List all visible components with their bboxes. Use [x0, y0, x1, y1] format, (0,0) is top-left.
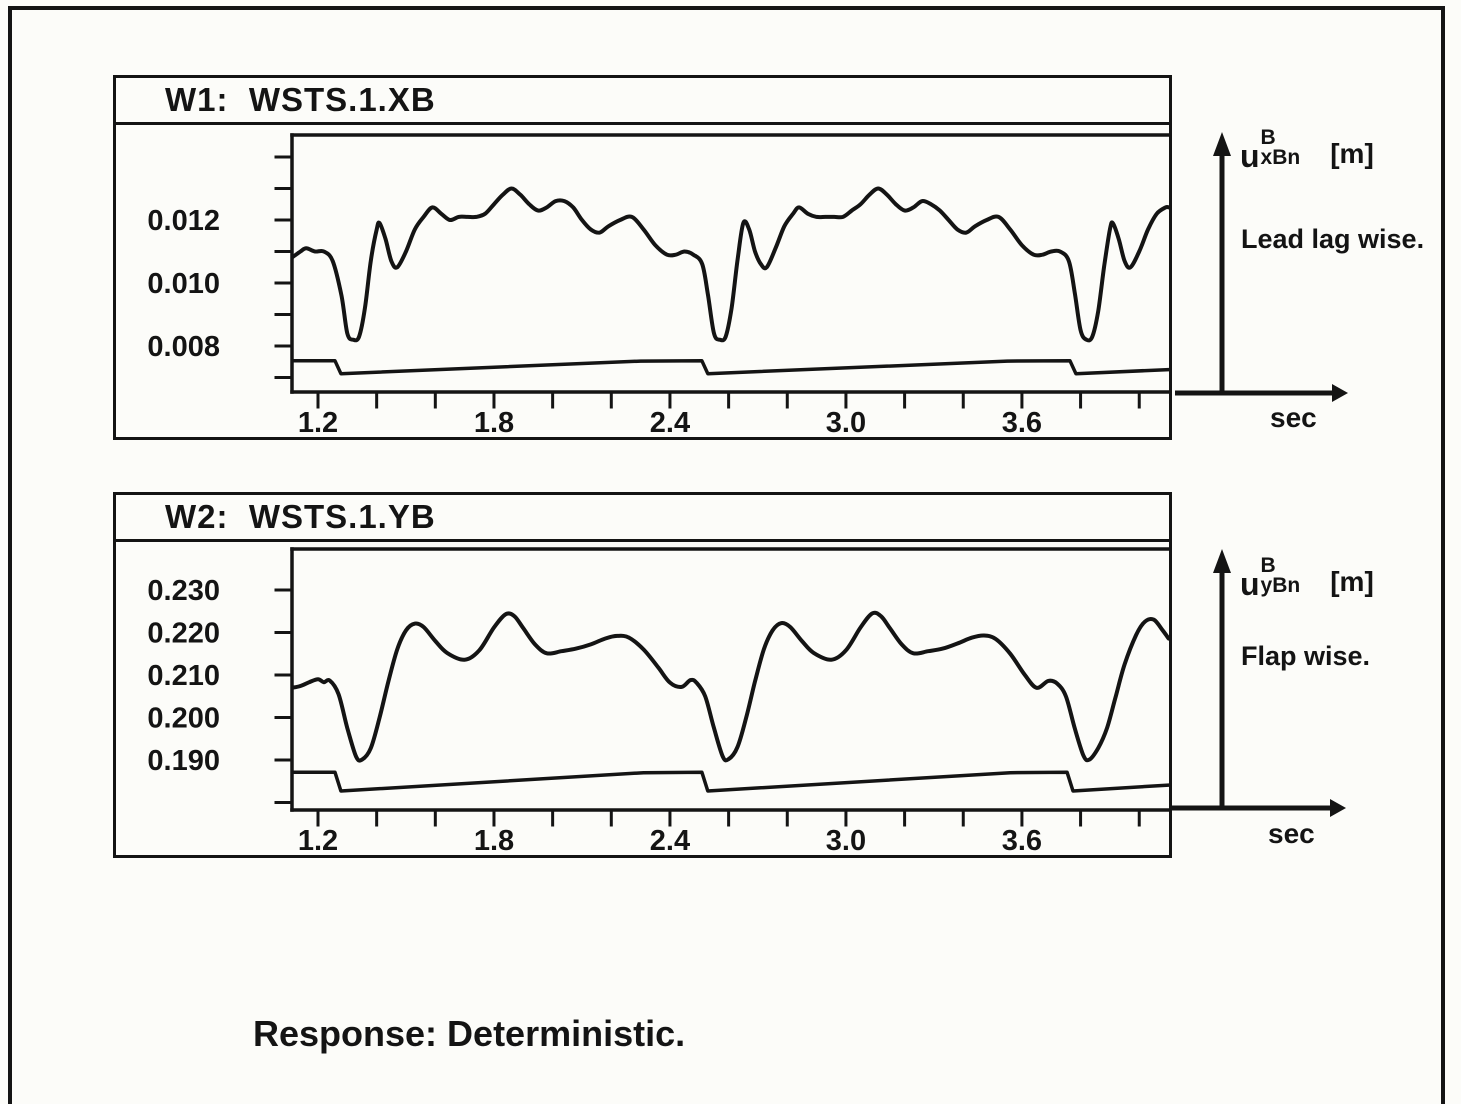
svg-text:0.210: 0.210	[147, 660, 220, 692]
panel-w2: W2: WSTS.1.YB 0.230 0.220 0.210 0.200 0.190 1…	[113, 492, 1172, 858]
w1-plot-canvas: 0.012 0.010 0.008 1.2 1.8 2.4 3.0 3.6	[147, 133, 1169, 437]
svg-text:0.220: 0.220	[147, 618, 220, 650]
svg-text:0.008: 0.008	[147, 331, 220, 363]
svg-text:3.0: 3.0	[826, 825, 866, 855]
svg-text:0.012: 0.012	[147, 205, 220, 237]
svg-text:0.010: 0.010	[147, 268, 220, 300]
w1-title: W1: WSTS.1.XB	[165, 81, 436, 118]
w1-symbol-superscript: B	[1260, 126, 1276, 149]
w2-axis-description: Flap wise.	[1241, 641, 1371, 671]
svg-text:3.6: 3.6	[1002, 407, 1042, 437]
w2-title: W2: WSTS.1.YB	[165, 498, 436, 535]
w2-plot-area: 0.230 0.220 0.210 0.200 0.190 1.2 1.8 2.4 3.0 3.6	[116, 542, 1169, 855]
w1-y-axis-symbol: u B xBn [m]	[1240, 126, 1374, 174]
w2-symbol-superscript: B	[1260, 554, 1276, 577]
caption-block: Response: Deterministic. Loading: Wind s…	[253, 924, 1085, 1104]
w1-symbol-stack: B xBn	[1260, 126, 1301, 169]
svg-text:2.4: 2.4	[650, 825, 690, 855]
svg-text:0.190: 0.190	[147, 745, 220, 777]
w2-titlebar: W2: WSTS.1.YB	[116, 495, 1169, 542]
panel-w1: W1: WSTS.1.XB 0.012 0.010 0.008 1.2 1.8 2.4 3.…	[113, 75, 1172, 440]
w1-symbol-subscript: xBn	[1260, 146, 1301, 169]
svg-text:1.2: 1.2	[298, 407, 338, 437]
w2-axes-arrows-icon	[1172, 549, 1346, 817]
w1-symbol-base: u	[1240, 138, 1260, 174]
w2-symbol-subscript: yBn	[1260, 574, 1301, 597]
svg-text:0.200: 0.200	[147, 703, 220, 735]
w2-symbol-stack: B yBn	[1260, 554, 1301, 597]
w1-axis-description: Lead lag wise.	[1241, 224, 1425, 254]
svg-text:1.2: 1.2	[298, 825, 338, 855]
w1-titlebar: W1: WSTS.1.XB	[116, 78, 1169, 125]
w1-unit-label: [m]	[1330, 138, 1374, 169]
svg-text:0.230: 0.230	[147, 575, 220, 607]
svg-text:1.8: 1.8	[474, 407, 514, 437]
svg-text:2.4: 2.4	[650, 407, 690, 437]
w2-time-unit-label: sec	[1268, 818, 1315, 849]
svg-text:3.0: 3.0	[826, 407, 866, 437]
w2-unit-label: [m]	[1330, 566, 1374, 597]
w1-axes-arrows-icon	[1175, 132, 1348, 402]
w1-time-unit-label: sec	[1270, 402, 1317, 433]
w2-symbol-base: u	[1240, 566, 1260, 602]
w2-y-axis-symbol: u B yBn [m]	[1240, 554, 1374, 602]
svg-text:3.6: 3.6	[1002, 825, 1042, 855]
w2-plot-canvas: 0.230 0.220 0.210 0.200 0.190 1.2 1.8 2.4 3.0 3.6	[147, 547, 1169, 855]
caption-line-response: Response: Deterministic.	[253, 1013, 686, 1054]
svg-text:1.8: 1.8	[474, 825, 514, 855]
w1-plot-area: 0.012 0.010 0.008 1.2 1.8 2.4 3.0 3.6	[116, 125, 1169, 437]
